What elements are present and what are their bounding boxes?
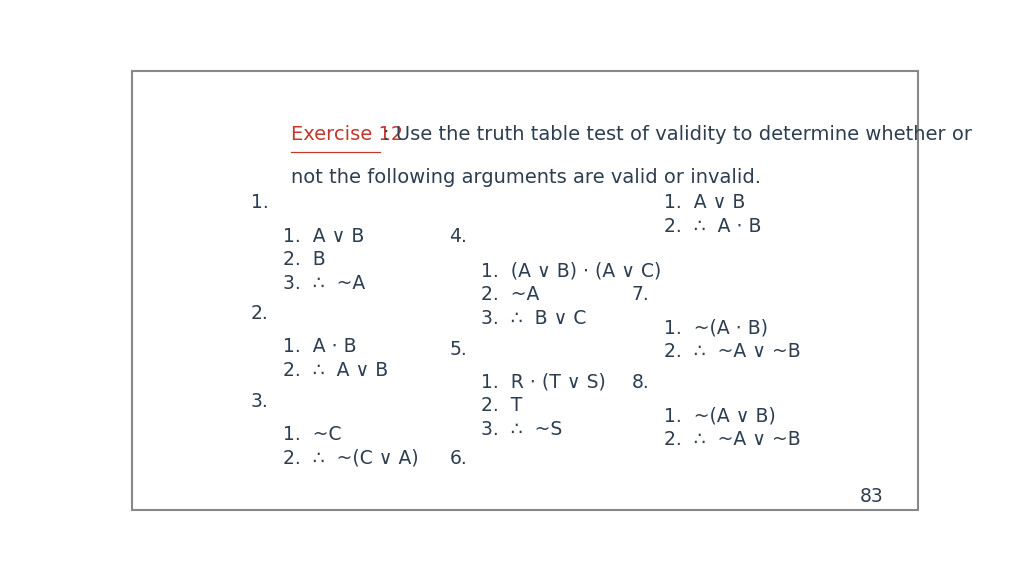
Text: 2.  ∴  ~A ∨ ~B: 2. ∴ ~A ∨ ~B [664,342,801,361]
Text: 1.  A ∨ B: 1. A ∨ B [283,226,365,245]
Text: not the following arguments are valid or invalid.: not the following arguments are valid or… [291,168,761,187]
Text: 83: 83 [860,487,884,506]
Text: 1.: 1. [251,194,268,213]
Text: 2.  B: 2. B [283,250,326,269]
Text: 2.  ~A: 2. ~A [481,285,540,304]
Text: 3.: 3. [251,392,268,411]
Text: 1.  (A ∨ B) ⋅ (A ∨ C): 1. (A ∨ B) ⋅ (A ∨ C) [481,262,662,281]
Text: 1.  R ⋅ (T ∨ S): 1. R ⋅ (T ∨ S) [481,373,606,392]
Text: 2.  ∴  A ∨ B: 2. ∴ A ∨ B [283,361,388,380]
Text: 1.  A ∨ B: 1. A ∨ B [664,194,745,213]
Text: 4.: 4. [450,226,467,245]
Text: 2.: 2. [251,304,268,323]
Text: 2.  ∴  ~(C ∨ A): 2. ∴ ~(C ∨ A) [283,449,419,468]
Text: 2.  T: 2. T [481,396,522,415]
Text: 8.: 8. [632,373,649,392]
Text: 1.  A ⋅ B: 1. A ⋅ B [283,338,356,357]
Text: Exercise 12: Exercise 12 [291,124,402,143]
Text: 1.  ~(A ⋅ B): 1. ~(A ⋅ B) [664,319,768,338]
Text: 1.  ~C: 1. ~C [283,425,341,444]
Text: : Use the truth table test of validity to determine whether or: : Use the truth table test of validity t… [383,124,972,143]
Text: 6.: 6. [450,449,467,468]
Text: 2.  ∴  ~A ∨ ~B: 2. ∴ ~A ∨ ~B [664,430,801,449]
Text: 1.  ~(A ∨ B): 1. ~(A ∨ B) [664,406,775,425]
Text: 3.  ∴  ~S: 3. ∴ ~S [481,420,562,439]
Text: 2.  ∴  A ⋅ B: 2. ∴ A ⋅ B [664,217,761,236]
Text: 3.  ∴  ~A: 3. ∴ ~A [283,274,365,293]
Text: 7.: 7. [632,285,649,304]
Text: 5.: 5. [450,340,467,359]
Text: 3.  ∴  B ∨ C: 3. ∴ B ∨ C [481,309,587,328]
